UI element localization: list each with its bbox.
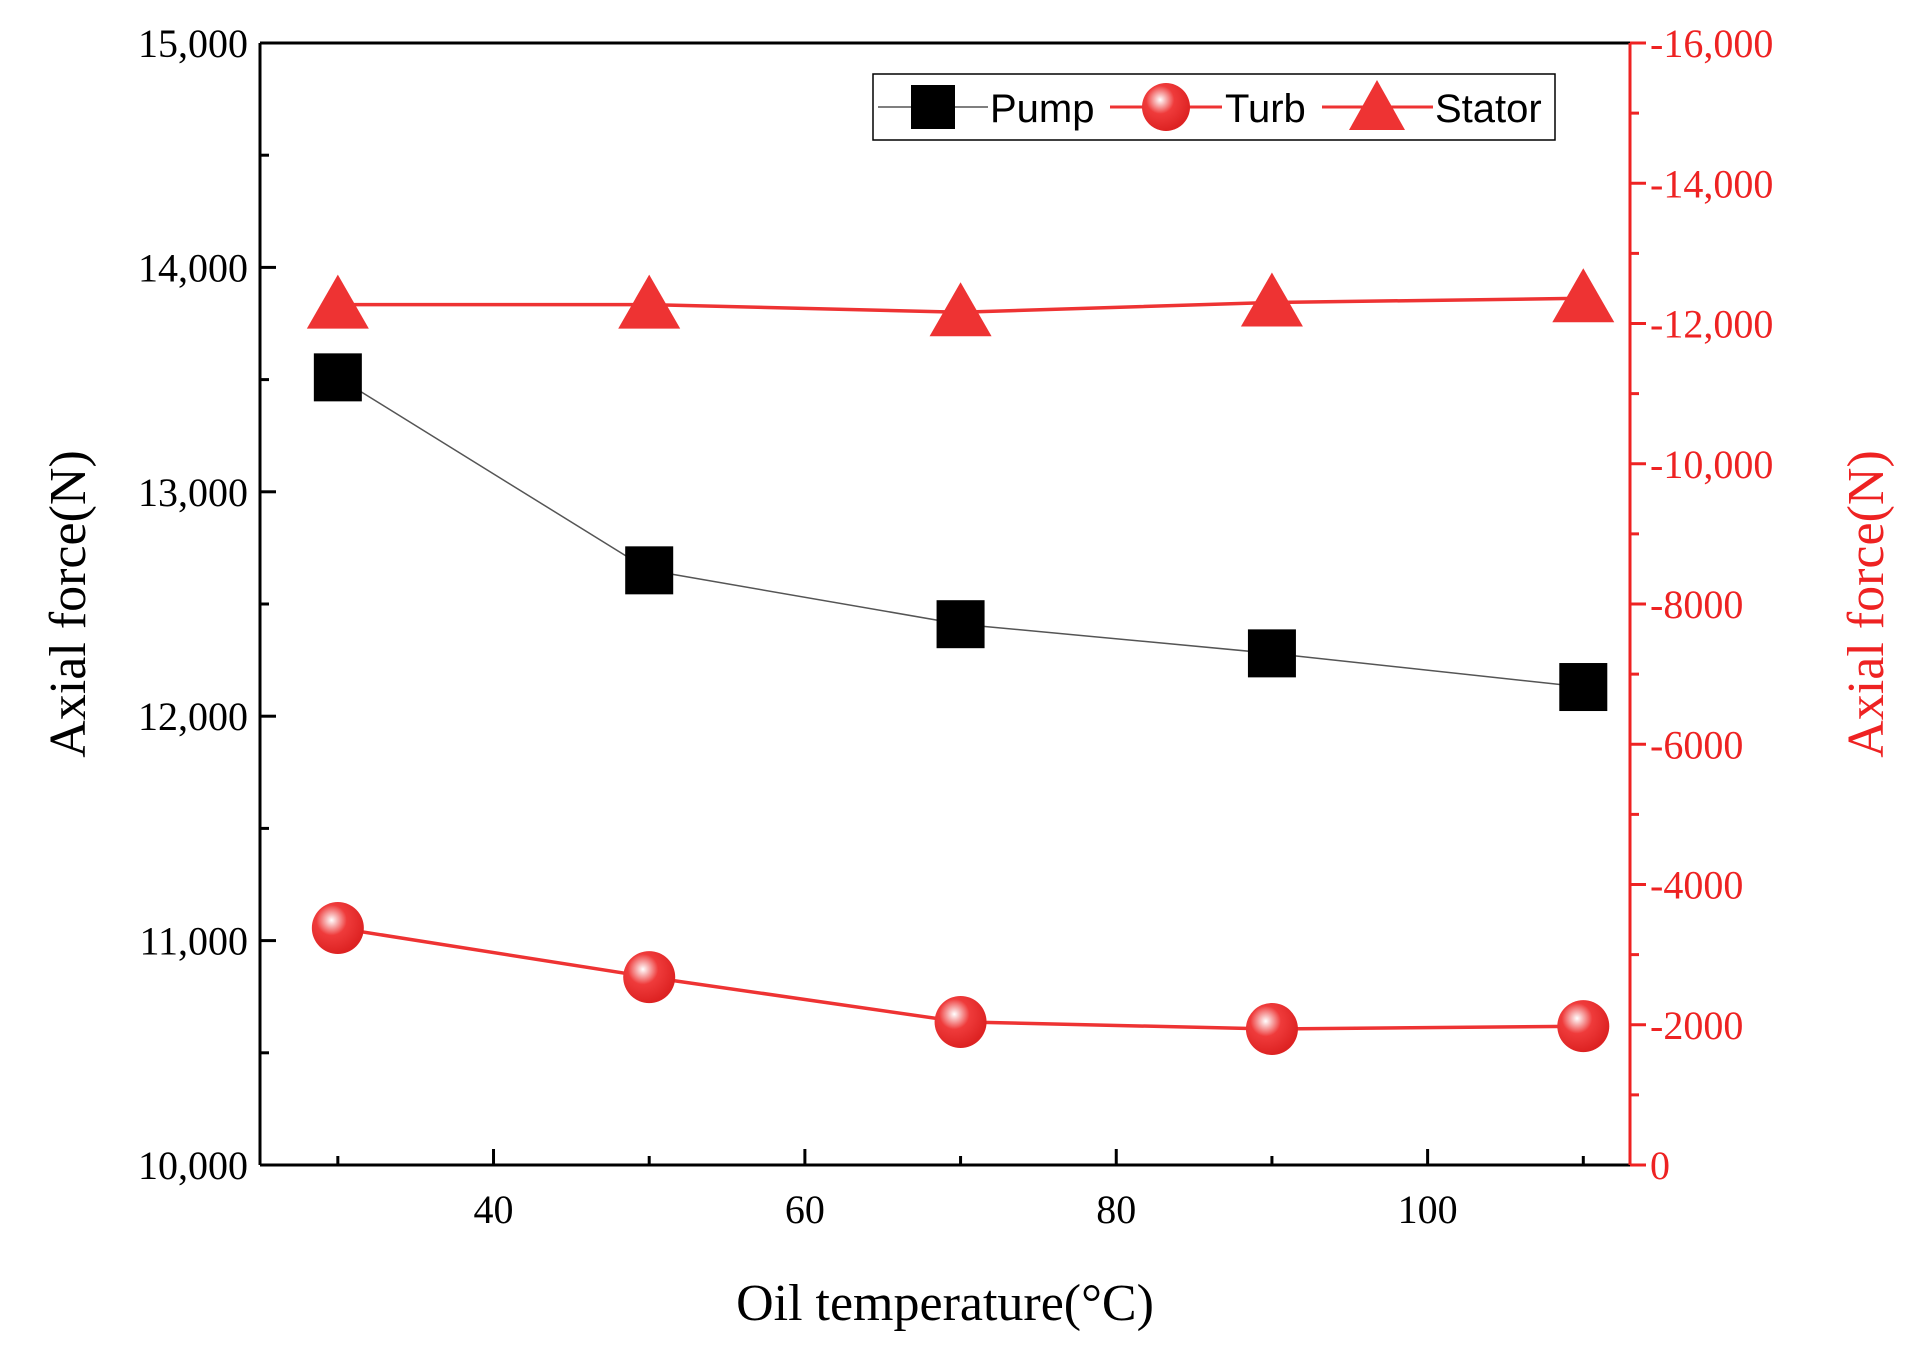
y-right-axis-title: Axial force(N): [1838, 450, 1895, 758]
pump-data-point: [1247, 629, 1296, 678]
legend-stator-marker: [1349, 80, 1405, 130]
y-left-axis-title: Axial force(N): [40, 450, 97, 758]
stator-data-point: [618, 274, 681, 329]
y-right-tick-label: -2000: [1650, 1003, 1743, 1048]
x-tick-label: 60: [785, 1187, 825, 1232]
y-left-tick-label: 10,000: [138, 1143, 248, 1188]
turb-data-point: [1245, 1002, 1298, 1055]
y-left-tick-label: 15,000: [138, 21, 248, 66]
legend: Pump Turb Stator: [872, 73, 1556, 141]
x-tick-label: 80: [1096, 1187, 1136, 1232]
y-right-axis-ticks: 0 -2000 -4000 -6000 -8000 -10,000 -12,000 -14,0…: [1630, 21, 1773, 1188]
y-left-tick-label: 12,000: [138, 694, 248, 739]
x-tick-label: 40: [474, 1187, 514, 1232]
y-right-tick-label: -6000: [1650, 722, 1743, 767]
y-right-tick-label: -14,000: [1650, 161, 1773, 206]
turb-data-point: [1557, 1000, 1610, 1053]
legend-stator-label: Stator: [1435, 87, 1542, 131]
stator-data-point: [929, 282, 992, 337]
series-markers: [306, 268, 1615, 1055]
x-axis-title: Oil temperature(°C): [736, 1275, 1154, 1332]
y-left-tick-label: 13,000: [138, 470, 248, 515]
pump-data-point: [313, 353, 362, 402]
y-left-tick-label: 14,000: [138, 245, 248, 290]
stator-data-point: [1240, 272, 1303, 327]
pump-data-point: [625, 546, 674, 595]
y-left-tick-label: 11,000: [139, 919, 248, 964]
pump-data-point: [936, 600, 985, 649]
legend-pump-label: Pump: [990, 87, 1095, 131]
y-right-tick-label: -8000: [1650, 582, 1743, 627]
legend-turb-marker: [1142, 83, 1190, 131]
y-right-tick-label: 0: [1650, 1143, 1670, 1188]
pump-data-point: [1559, 663, 1608, 712]
y-right-tick-label: -4000: [1650, 863, 1743, 908]
series-lines: [337, 296, 1584, 1031]
legend-pump-marker: [911, 85, 955, 129]
x-tick-label: 100: [1398, 1187, 1458, 1232]
y-right-tick-label: -10,000: [1650, 442, 1773, 487]
y-left-axis-ticks: 10,000 11,000 12,000 13,000 14,000 15,000: [138, 21, 276, 1188]
turb-data-point: [934, 995, 987, 1048]
legend-turb-label: Turb: [1225, 87, 1306, 131]
turb-data-point: [311, 901, 364, 954]
x-axis-ticks: 40 60 80 100: [336, 1149, 1585, 1232]
stator-data-point: [306, 274, 369, 329]
turb-data-point: [623, 951, 676, 1004]
y-right-tick-label: -16,000: [1650, 21, 1773, 66]
y-right-tick-label: -12,000: [1650, 302, 1773, 347]
stator-data-point: [1552, 268, 1615, 323]
